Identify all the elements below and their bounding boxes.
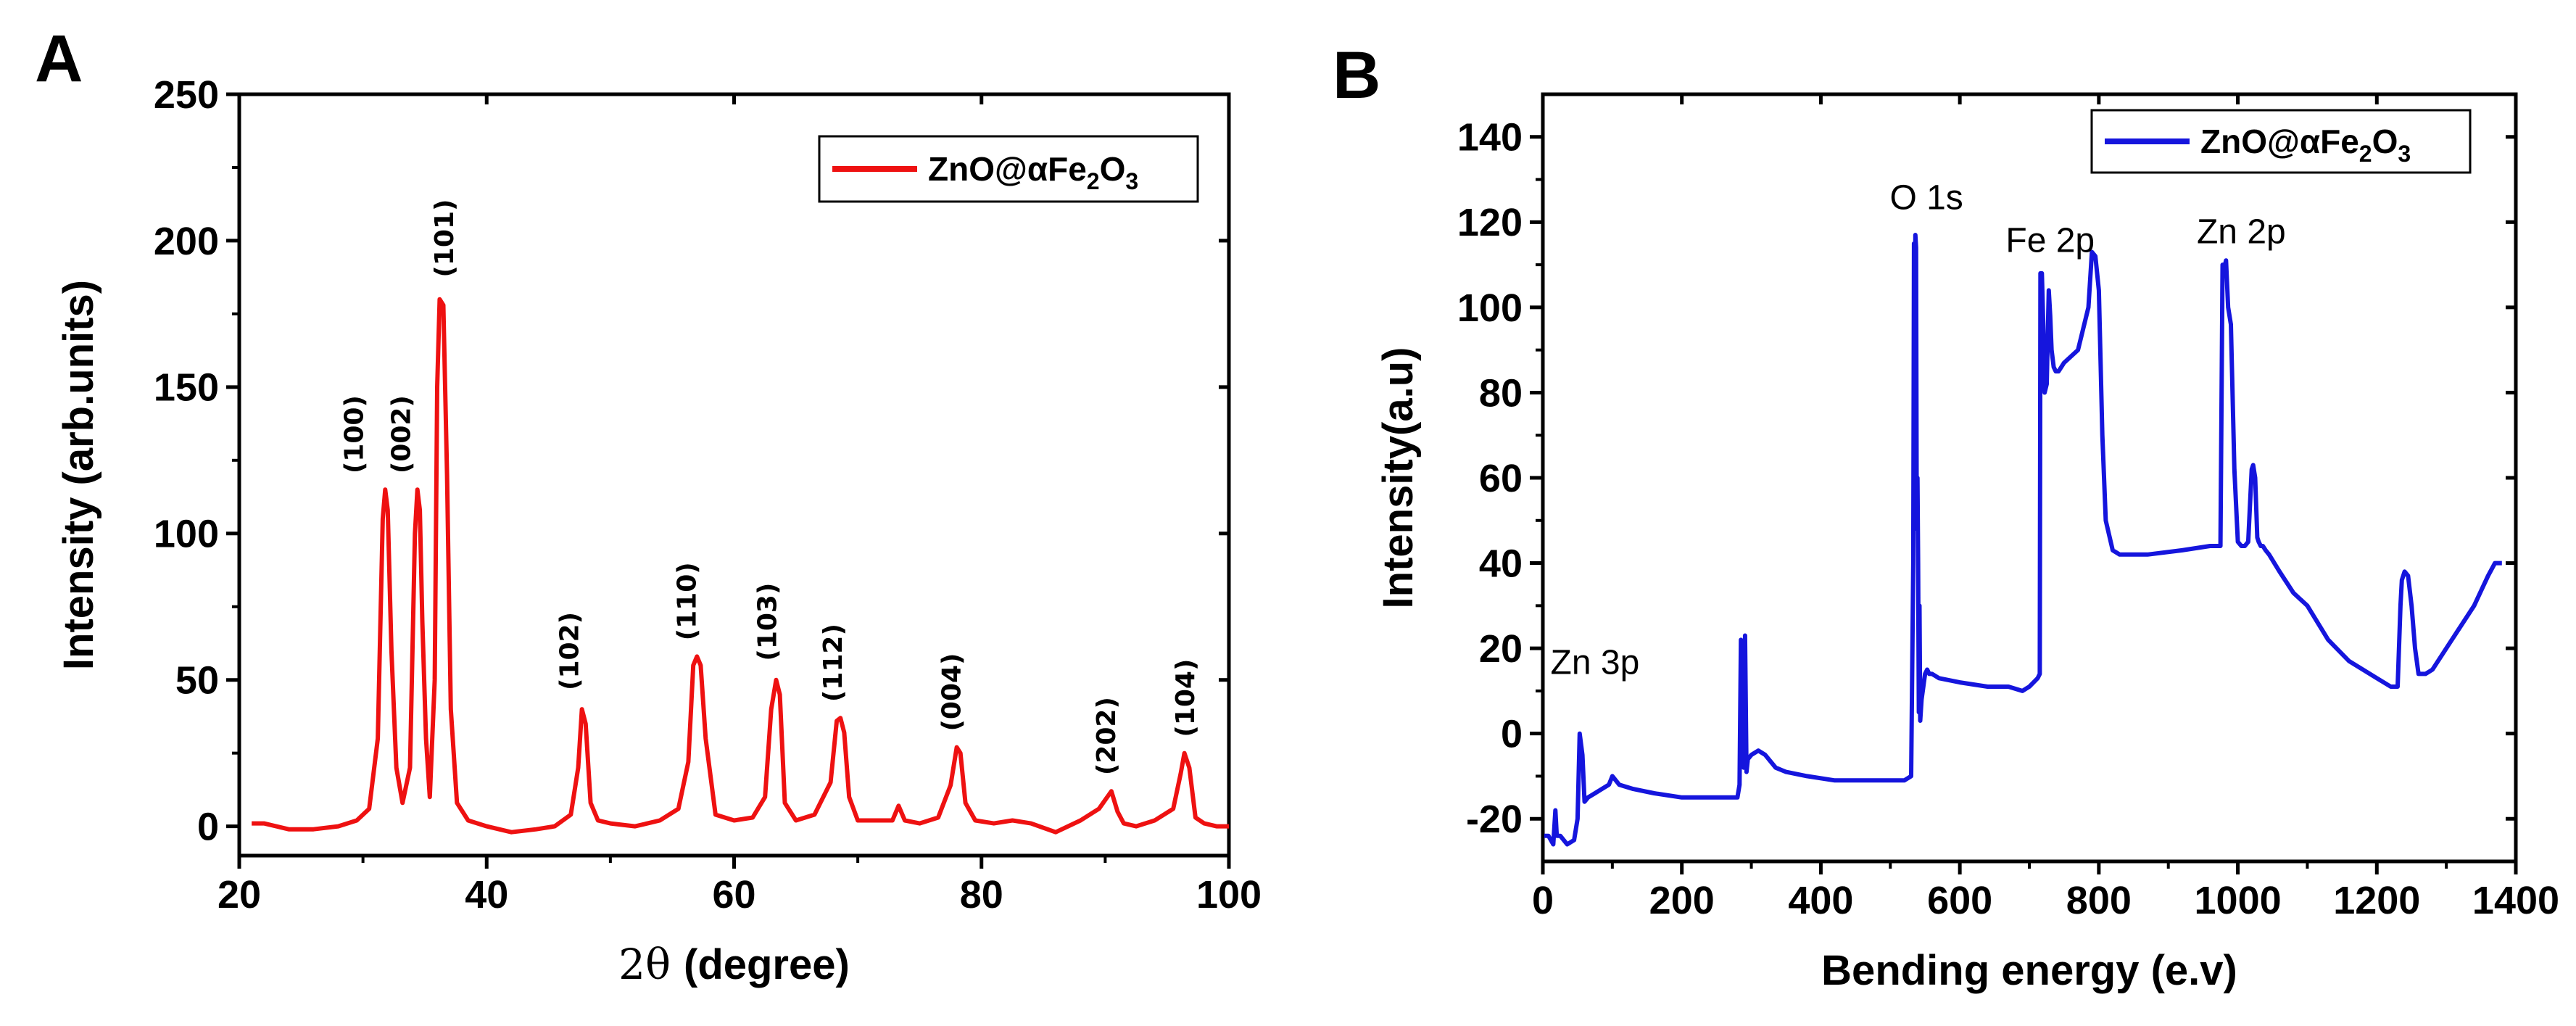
x-tick-label: 400 (1788, 879, 1853, 922)
x-tick-label: 1400 (2472, 879, 2559, 922)
peak-annotation: (110) (673, 562, 703, 640)
panel-letter-b: B (1333, 38, 1380, 112)
y-tick-label: 100 (1457, 286, 1523, 330)
peak-annotation: (112) (819, 624, 848, 702)
y-axis-label: Intensity(a.u) (1375, 347, 1422, 609)
y-tick-label: 140 (1457, 116, 1523, 160)
peak-annotation: (004) (937, 653, 967, 731)
peak-annotation: Zn 3p (1551, 643, 1640, 682)
xrd-chart: 20 40 60 80 100 0 50 100 150 200 250 Intensity (arb… (55, 73, 1262, 989)
legend-subscript: 3 (2398, 141, 2411, 167)
series-line (1544, 233, 2502, 847)
legend-label: ZnO@αFe2O3 (928, 150, 1138, 194)
x-axis-label-unit: (degree) (684, 941, 850, 988)
y-axis-label: Intensity (arb.units) (55, 280, 102, 670)
peak-annotation: Zn 2p (2197, 213, 2286, 252)
y-tick-label: 50 (175, 659, 219, 703)
y-tick-label: 60 (1479, 457, 1523, 500)
xps-chart: 0 200 400 600 800 1000 1200 1400-20020406080100… (1375, 92, 2559, 994)
y-tick-label: 250 (154, 73, 219, 117)
legend-text-part: O (2372, 123, 2398, 160)
x-tick-label: 200 (1649, 879, 1715, 922)
y-tick-label: 0 (1501, 713, 1523, 756)
x-tick-label: 600 (1927, 879, 1992, 922)
y-tick-label: -20 (1466, 798, 1523, 841)
legend-subscript: 3 (1125, 168, 1138, 194)
panel-letter-a: A (35, 22, 83, 96)
legend-text-part: O (1100, 150, 1126, 188)
x-tick-label: 40 (465, 873, 508, 917)
peak-annotation: (101) (430, 199, 460, 278)
peak-annotation: (202) (1092, 697, 1122, 775)
y-tick-label: 80 (1479, 371, 1523, 415)
x-tick-label: 20 (218, 873, 261, 917)
x-axis-label: 2θ (degree) (618, 940, 850, 989)
y-tick-label: 200 (154, 220, 219, 263)
y-tick-label: 150 (154, 366, 219, 410)
y-tick-label: 40 (1479, 542, 1523, 585)
peak-annotation: (103) (753, 583, 783, 661)
x-axis-label: Bending energy (e.v) (1821, 947, 2237, 994)
legend-subscript: 2 (1087, 168, 1100, 194)
y-tick-label: 120 (1457, 201, 1523, 244)
x-tick-label: 100 (1196, 873, 1262, 917)
legend-text-part: ZnO@αFe (2200, 123, 2359, 160)
peak-annotation: O 1s (1889, 179, 1963, 218)
y-tick-label: 20 (1479, 627, 1523, 671)
x-tick-label: 1000 (2195, 879, 2282, 922)
series-line (252, 297, 1229, 835)
peak-annotation: Fe 2p (2005, 221, 2095, 260)
peak-annotation: (102) (555, 612, 585, 690)
legend-subscript: 2 (2359, 141, 2372, 167)
x-tick-label: 1200 (2333, 879, 2420, 922)
legend-label: ZnO@αFe2O3 (2200, 123, 2411, 167)
x-tick-label: 80 (960, 873, 1003, 917)
peak-annotation: (002) (386, 395, 416, 473)
x-axis-label-theta: 2θ (618, 940, 671, 989)
peak-annotation: (100) (340, 395, 370, 473)
y-tick-label: 100 (154, 513, 219, 556)
x-tick-label: 0 (1532, 879, 1554, 922)
x-tick-label: 60 (712, 873, 755, 917)
x-tick-label: 800 (2066, 879, 2132, 922)
peak-annotation: (104) (1171, 659, 1201, 737)
legend-text-part: ZnO@αFe (928, 150, 1087, 188)
y-tick-label: 0 (197, 806, 219, 849)
